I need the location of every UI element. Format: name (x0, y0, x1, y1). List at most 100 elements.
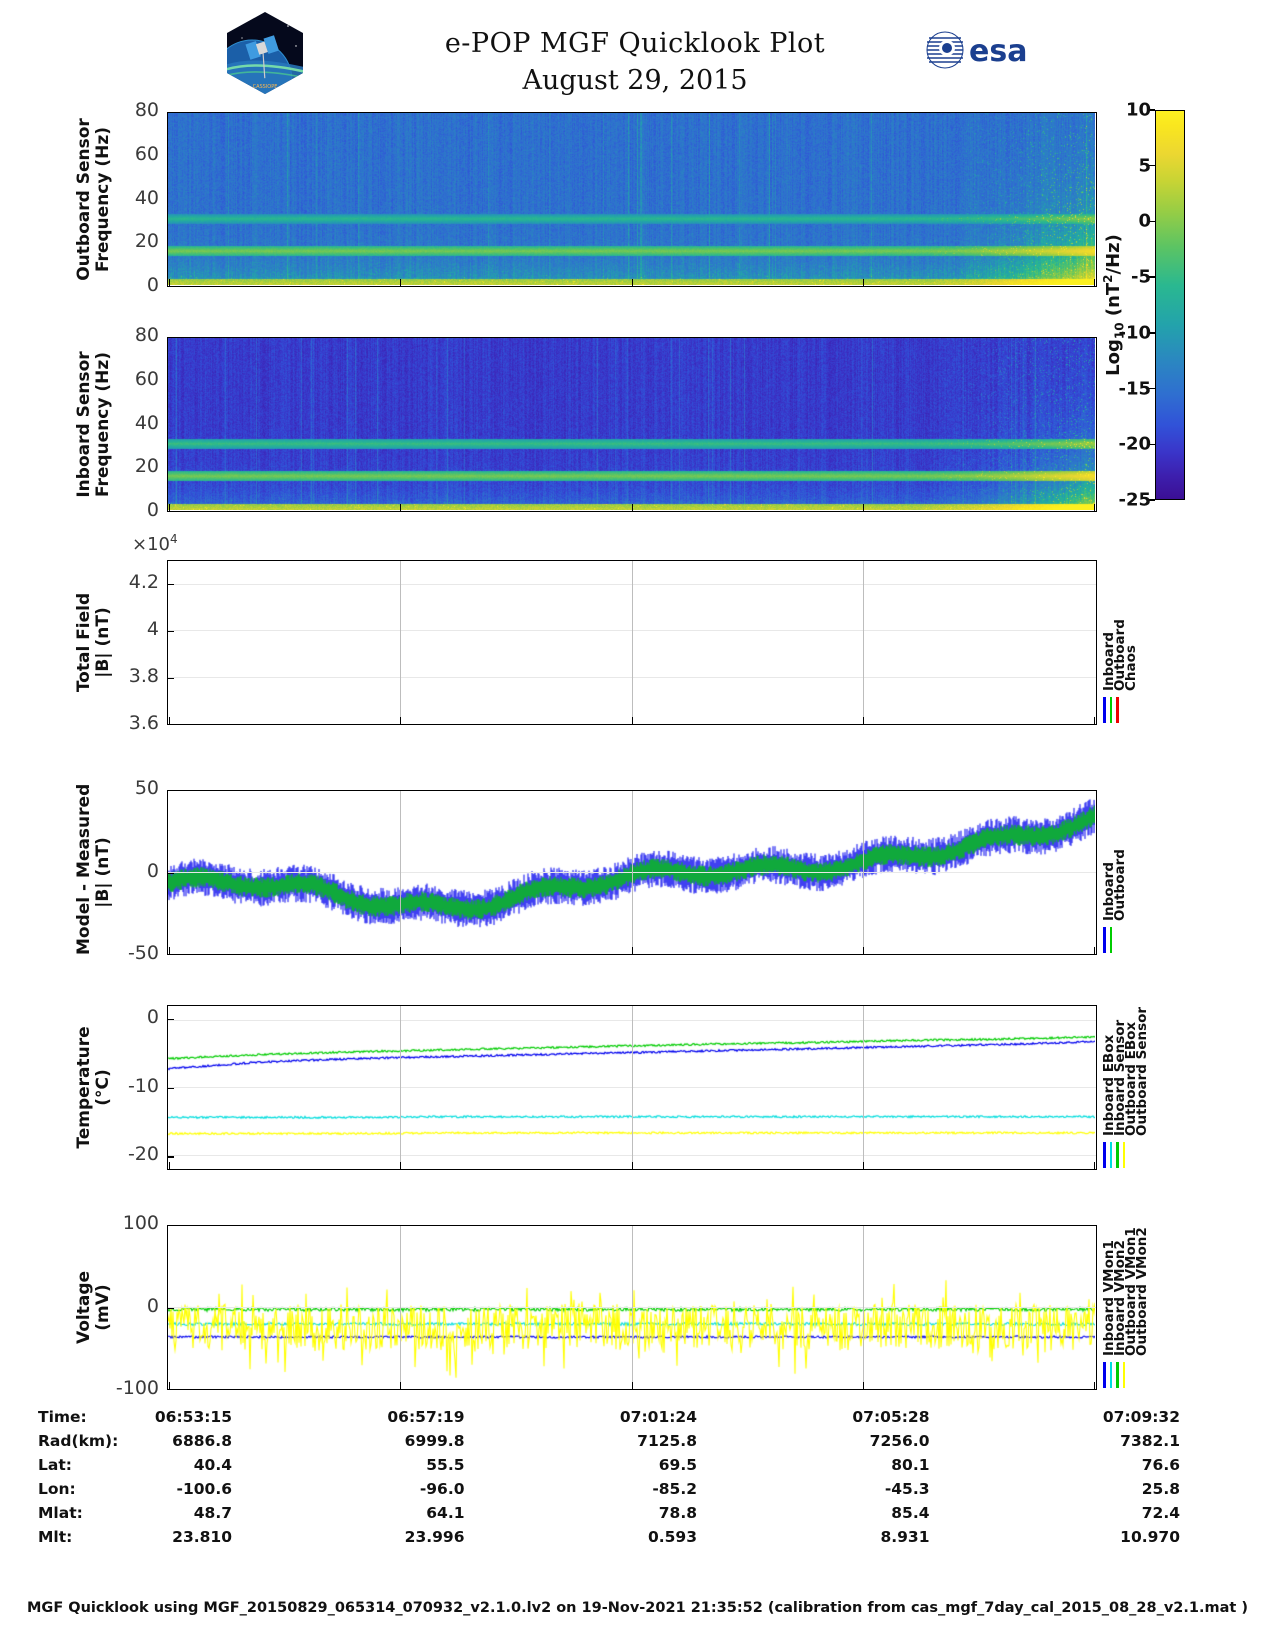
table-row: Time: 06:53:15 06:57:19 07:01:24 07:05:28 07:… (0, 1408, 1275, 1432)
total-field-ylabel-line1: Total Field (74, 592, 94, 693)
outboard-spectrogram-ylabel-line2: Frequency (Hz) (93, 126, 114, 273)
voltage-legend-swatches (1103, 1362, 1125, 1388)
gridline-vertical (399, 561, 401, 724)
voltage-ytick-label: -100 (115, 1377, 159, 1399)
model-minus-measured-plot (167, 790, 1097, 955)
temperature-ylabel-line1: Temperature (74, 1026, 94, 1149)
x-tickmark (399, 1382, 401, 1389)
colorbar-gradient (1155, 110, 1185, 500)
table-cell: 72.4 (1141, 1504, 1180, 1522)
colorbar-title: Log10 (nT2/Hz) (1101, 234, 1127, 376)
colorbar-tickmark (1147, 332, 1155, 334)
table-cell: 7256.0 (869, 1432, 930, 1450)
x-tickmark (1094, 717, 1096, 724)
x-tickmark (863, 947, 865, 954)
outboard-spectrogram-ytick-label: 40 (134, 186, 159, 209)
outboard-spectrogram-ylabel-line1: Outboard Sensor (74, 118, 94, 281)
x-tickmark (631, 504, 633, 511)
outboard-spectrogram-canvas (168, 113, 1095, 285)
total-field-ytick-label: 4.2 (128, 570, 159, 593)
x-tickmark (863, 279, 865, 286)
total-field-ytick-label: 3.8 (128, 664, 159, 687)
colorbar-tickmark (1147, 499, 1155, 501)
inboard-spectrogram-ylabel-line1: Inboard Sensor (74, 351, 94, 498)
table-cell: 85.4 (891, 1504, 930, 1522)
table-row-label: Time: (38, 1408, 87, 1426)
total-field-plot (167, 560, 1097, 725)
x-tickmark (169, 504, 171, 511)
total-field-ytick-label: 3.6 (128, 712, 159, 734)
temperature-ylabel: Temperature (°C) (74, 1005, 114, 1170)
table-cell: 07:09:32 (1102, 1408, 1180, 1426)
temperature-legend-swatch (1103, 1142, 1106, 1168)
table-cell: 76.6 (1141, 1456, 1180, 1474)
table-cell: 06:53:15 (154, 1408, 232, 1426)
table-cell: -45.3 (884, 1480, 930, 1498)
temperature-ytick-label: 0 (146, 1005, 159, 1028)
table-cell: 40.4 (193, 1456, 232, 1474)
table-cell: 6999.8 (404, 1432, 465, 1450)
voltage-ytick-label: 100 (122, 1212, 159, 1234)
table-cell: 6886.8 (172, 1432, 232, 1450)
table-cell: -85.2 (652, 1480, 697, 1498)
gridline-vertical (399, 791, 401, 954)
table-cell: 7125.8 (637, 1432, 697, 1450)
colorbar-tickmark (1147, 387, 1155, 390)
gridline-vertical (631, 1226, 633, 1389)
outboard-spectrogram-ytick-label: 60 (134, 142, 159, 165)
gridline-vertical (631, 561, 633, 724)
voltage-ylabel-line1: Voltage (74, 1270, 94, 1345)
voltage-legend-swatch (1122, 1362, 1125, 1388)
total-field-ylabel: Total Field |B| (nT) (74, 560, 113, 725)
gridline-vertical (863, 1226, 865, 1389)
model-minus-measured-legend-swatches (1103, 927, 1112, 953)
x-tickmark (1094, 947, 1096, 954)
voltage-legend-label: Outboard VMon2 (1134, 1227, 1150, 1356)
x-tickmark (631, 717, 633, 724)
ephemeris-table: Time: 06:53:15 06:57:19 07:01:24 07:05:28 07:… (0, 1408, 1275, 1578)
table-cell: 80.1 (891, 1456, 930, 1474)
voltage-plot (167, 1225, 1097, 1390)
colorbar-tickmark (1147, 164, 1155, 167)
temperature-ytickmark (167, 1087, 174, 1089)
total-field-ytickmark (167, 677, 174, 680)
table-cell: 69.5 (658, 1456, 697, 1474)
inboard-spectrogram-canvas (168, 338, 1095, 510)
temperature-legend-swatch (1109, 1142, 1112, 1168)
temperature-legend-swatch (1116, 1142, 1119, 1168)
colorbar: Log10 (nT2/Hz) 10 5 0 -5 -10 -15 -20 -25 (1101, 100, 1185, 511)
table-cell: 78.8 (658, 1504, 697, 1522)
inboard-spectrogram-ylabel-line2: Frequency (Hz) (93, 351, 114, 498)
table-row-label: Mlat: (38, 1504, 83, 1522)
x-tickmark (1094, 1382, 1096, 1389)
voltage-ytick-label: 0 (146, 1294, 159, 1317)
total-field-ytickmark (167, 630, 174, 633)
total-field-exponent-label: ×104 (132, 532, 178, 555)
x-tickmark (631, 1382, 633, 1389)
outboard-spectrogram-ytick-label: 20 (134, 230, 159, 253)
outboard-spectrogram-ylabel: Outboard Sensor Frequency (Hz) (74, 112, 114, 287)
model-minus-measured-legend-label: Outboard (1112, 849, 1128, 921)
outboard-spectrogram-plot (167, 112, 1097, 287)
colorbar-tick-label: -5 (1131, 266, 1151, 288)
table-cell: 48.7 (193, 1504, 232, 1522)
temperature-legend-label: Outboard Sensor (1134, 1006, 1150, 1136)
model-minus-measured-ylabel: Model - Measured |B| (nT) (74, 784, 113, 955)
x-tickmark (631, 947, 633, 954)
voltage-ylabel-line2: (mV) (93, 1284, 114, 1331)
outboard-spectrogram-ytick-label: 0 (146, 274, 159, 296)
temperature-ylabel-line2: (°C) (93, 1069, 114, 1106)
outboard-spectrogram-ytick-label: 80 (134, 99, 159, 121)
x-tickmark (1094, 504, 1096, 511)
model-minus-measured-legend-swatch (1109, 927, 1112, 953)
x-tickmark (399, 1162, 401, 1169)
table-row-label: Lat: (38, 1456, 72, 1474)
voltage-legend-swatch (1116, 1362, 1119, 1388)
x-tickmark (399, 947, 401, 954)
inboard-spectrogram-ytick-label: 60 (134, 367, 159, 390)
model-minus-measured-legend: Inboard Outboard (1101, 790, 1163, 955)
table-cell: 23.996 (404, 1528, 465, 1546)
colorbar-tickmark (1147, 276, 1155, 278)
x-tickmark (1094, 279, 1096, 286)
model-minus-measured-ytick-label: 50 (134, 777, 159, 799)
